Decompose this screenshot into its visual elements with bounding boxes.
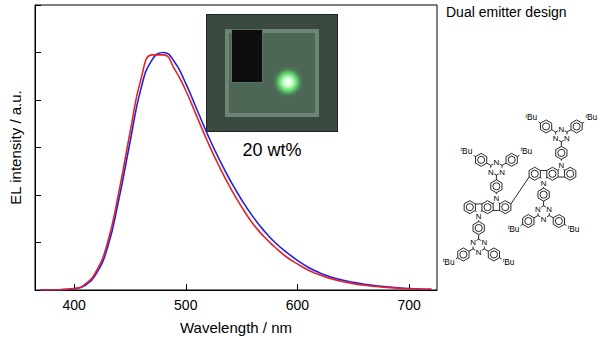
svg-text:tBu: tBu — [521, 146, 533, 156]
html-text:20 wt%: 20 wt% — [242, 140, 302, 160]
svg-text:N: N — [494, 158, 500, 167]
svg-text:N: N — [470, 238, 476, 247]
svg-text:tBu: tBu — [443, 257, 455, 267]
svg-text:N: N — [558, 125, 564, 134]
svg-text:tBu: tBu — [503, 257, 515, 267]
svg-text:tBu: tBu — [461, 146, 473, 156]
svg-text:tBu: tBu — [508, 224, 520, 234]
svg-text:N: N — [541, 179, 547, 188]
svg-text:N: N — [535, 205, 541, 214]
svg-text:N: N — [541, 215, 547, 224]
svg-text:N: N — [553, 134, 559, 143]
svg-text:500: 500 — [174, 297, 198, 313]
svg-text:N: N — [488, 168, 494, 177]
svg-text:N: N — [494, 194, 500, 203]
svg-text:N: N — [476, 248, 482, 257]
svg-text:N: N — [564, 134, 570, 143]
svg-text:400: 400 — [62, 297, 86, 313]
svg-text:N: N — [481, 238, 487, 247]
svg-text:600: 600 — [286, 297, 310, 313]
svg-text:N: N — [546, 205, 552, 214]
svg-text:700: 700 — [397, 297, 421, 313]
svg-text:EL intensity / a.u.: EL intensity / a.u. — [7, 90, 24, 205]
svg-text:tBu: tBu — [585, 112, 597, 122]
html-text:Dual emitter design: Dual emitter design — [446, 4, 567, 20]
svg-text:tBu: tBu — [526, 112, 538, 122]
svg-text:Wavelength / nm: Wavelength / nm — [180, 319, 292, 336]
svg-text:tBu: tBu — [568, 224, 580, 234]
svg-text:N: N — [476, 212, 482, 221]
svg-text:N: N — [499, 168, 505, 177]
svg-text:N: N — [558, 161, 564, 170]
